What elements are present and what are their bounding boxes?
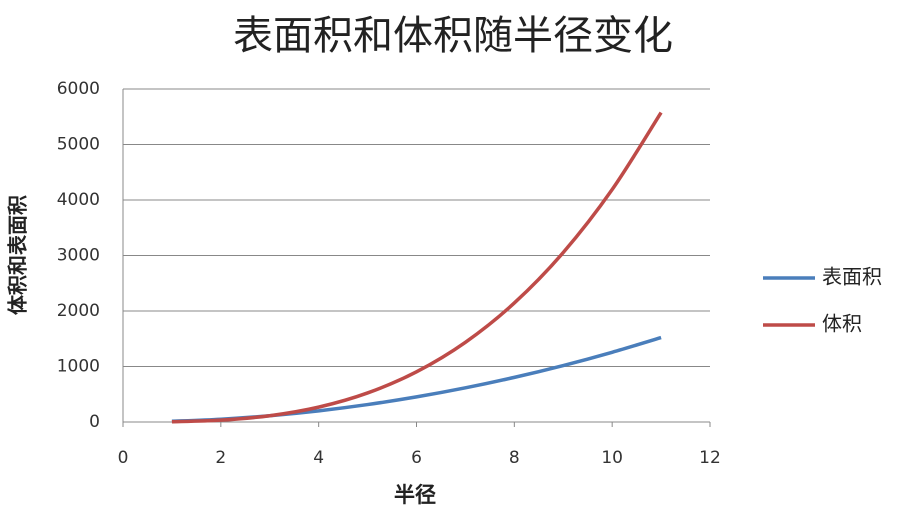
chart-title: 表面积和体积随半径变化: [233, 13, 673, 59]
x-tick-label: 4: [313, 448, 324, 468]
series-line: [171, 111, 663, 424]
x-tick-label: 12: [699, 448, 721, 468]
x-axis-label: 半径: [394, 483, 436, 507]
x-tick-label: 0: [118, 448, 129, 468]
x-tick-label: 6: [411, 448, 422, 468]
x-tick-label: 10: [601, 448, 623, 468]
series-line: [171, 335, 662, 424]
legend-label: 体积: [822, 312, 862, 336]
y-tick-label: 6000: [57, 79, 100, 99]
y-tick-label: 4000: [57, 190, 100, 210]
x-tick-label: 2: [215, 448, 226, 468]
y-tick-label: 2000: [57, 301, 100, 321]
y-axis-label: 体积和表面积: [6, 195, 30, 315]
y-tick-label: 0: [89, 412, 100, 432]
x-tick-label: 8: [509, 448, 520, 468]
y-tick-label: 3000: [57, 246, 100, 266]
legend-label: 表面积: [822, 265, 882, 289]
y-tick-label: 5000: [57, 135, 100, 155]
y-tick-label: 1000: [57, 357, 100, 377]
